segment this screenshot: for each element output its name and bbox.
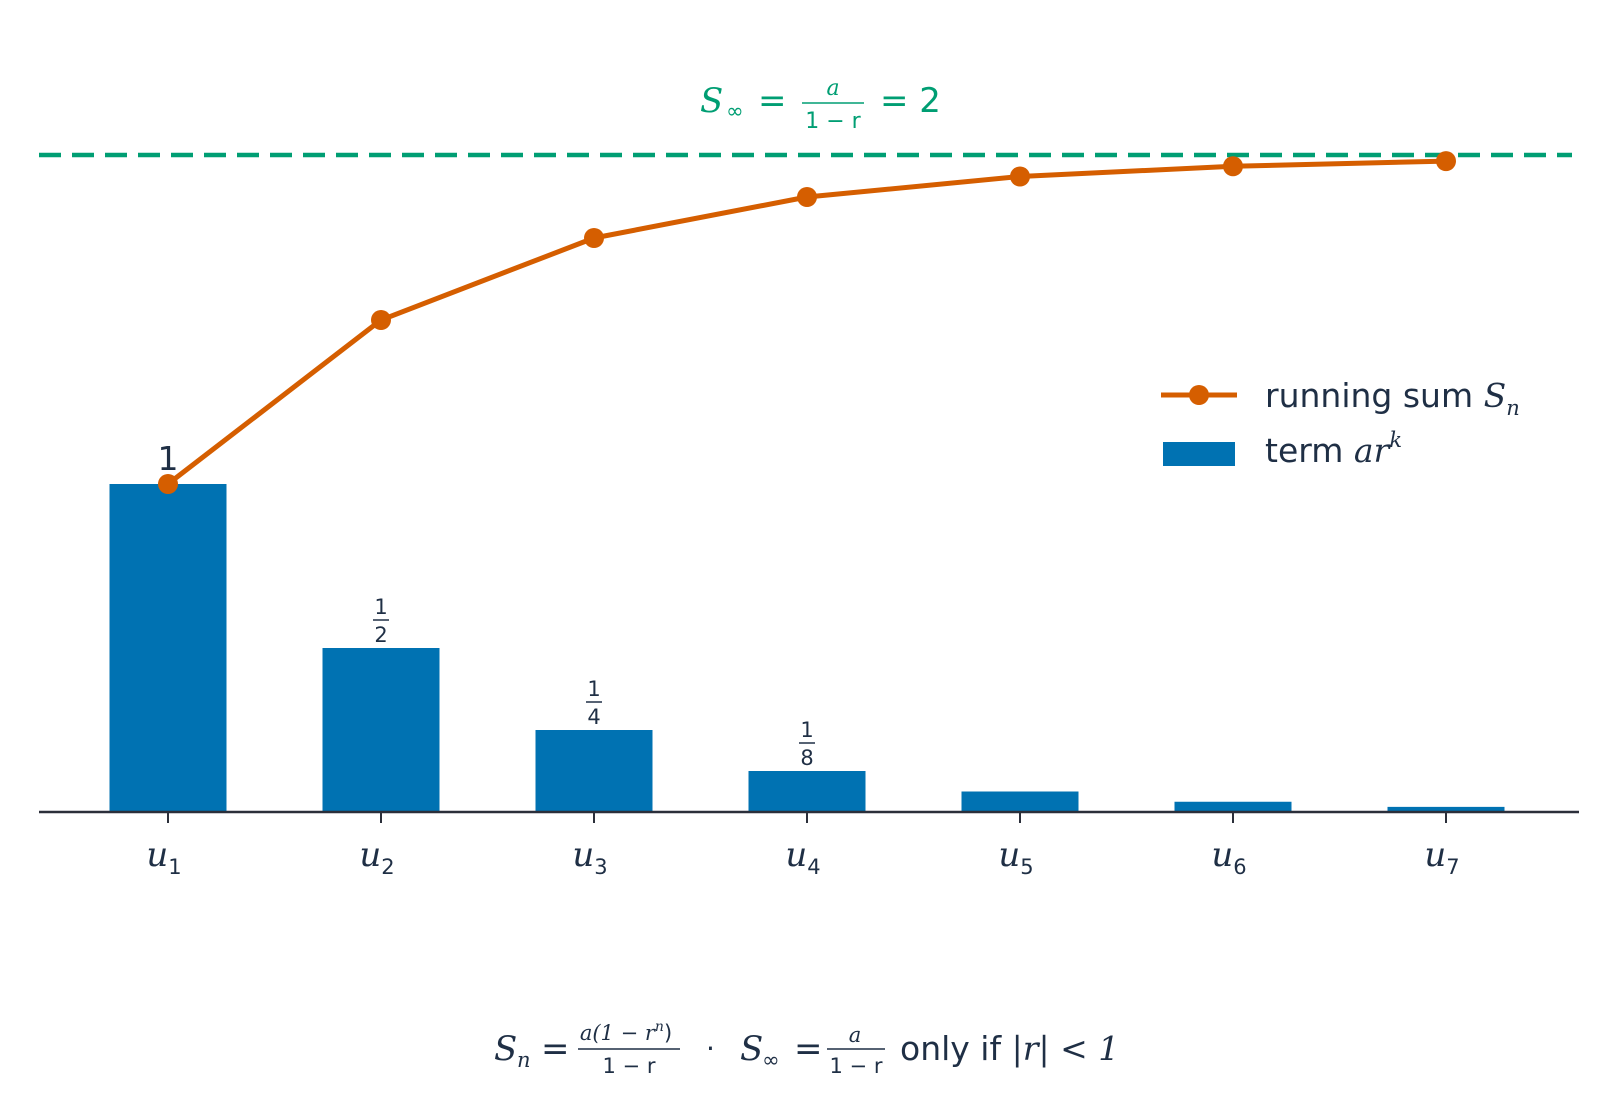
bar-label-den-u3: 4 xyxy=(587,705,600,729)
footer-formula: S n = a(1 − rn) 1 − r · S ∞ = a 1 − r on… xyxy=(494,1019,1119,1078)
bar-label-num-u2: 1 xyxy=(374,595,387,619)
legend-item-running-sum: running sum Sn xyxy=(1265,376,1520,420)
bar-label-u1: 1 xyxy=(158,439,179,478)
x-tick-label-u5: u5 xyxy=(998,835,1033,879)
running-sum-point-s1 xyxy=(158,474,178,494)
bar-u1 xyxy=(109,484,227,812)
footer-sinf-eq: = xyxy=(794,1029,823,1069)
bar-u5 xyxy=(961,791,1079,812)
legend-item-term: term ark xyxy=(1265,428,1402,470)
bar-label-den-u2: 2 xyxy=(374,623,387,647)
running-sum-point-s3 xyxy=(584,228,604,248)
legend-bar-swatch xyxy=(1163,442,1235,466)
footer-sinf-lhs: S xyxy=(740,1029,763,1069)
limit-label-lhs: S xyxy=(700,81,723,121)
running-sum-series xyxy=(158,151,1456,494)
limit-label-num: a xyxy=(826,76,839,101)
running-sum-line xyxy=(166,158,1447,486)
footer-sinf-den: 1 − r xyxy=(830,1054,883,1078)
bar-value-labels: 1 1 2 1 4 1 8 xyxy=(158,439,815,770)
footer-sn-eq: = xyxy=(541,1029,570,1069)
footer-sn-sub: n xyxy=(517,1048,531,1072)
footer-sn-den: 1 − r xyxy=(603,1054,656,1078)
x-tick-label-u7: u7 xyxy=(1424,835,1459,879)
limit-label-rhs: = 2 xyxy=(880,81,941,121)
footer-sinf-num: a xyxy=(849,1023,862,1047)
legend: running sum Sn term ark xyxy=(1161,376,1520,470)
x-tick-label-u2: u2 xyxy=(359,835,394,879)
footer-sn-num: a(1 − rn) xyxy=(580,1019,672,1045)
bar-label-den-u4: 8 xyxy=(800,746,813,770)
running-sum-point-s4 xyxy=(797,187,817,207)
bar-u4 xyxy=(748,771,866,812)
limit-label-eq: = xyxy=(758,81,787,121)
running-sum-point-s5 xyxy=(1010,166,1030,187)
footer-sn-lhs: S xyxy=(494,1029,517,1069)
bar-u3 xyxy=(535,730,653,812)
x-tick-label-u6: u6 xyxy=(1211,835,1246,879)
x-axis-ticks: u1 u2 u3 u4 u5 u6 u7 xyxy=(146,812,1460,879)
footer-dot: · xyxy=(706,1032,715,1065)
footer-tail: only if |r| < 1 xyxy=(900,1029,1119,1068)
legend-line-marker xyxy=(1189,385,1209,405)
running-sum-point-s6 xyxy=(1223,156,1243,177)
limit-label-den: 1 − r xyxy=(805,109,861,134)
bar-label-num-u4: 1 xyxy=(800,718,813,742)
bar-u7 xyxy=(1387,806,1505,812)
footer-sinf-sub: ∞ xyxy=(762,1048,780,1072)
x-tick-label-u3: u3 xyxy=(572,835,607,879)
bar-u2 xyxy=(322,648,440,812)
x-tick-label-u1: u1 xyxy=(146,835,181,879)
running-sum-point-s7 xyxy=(1436,151,1456,172)
x-tick-label-u4: u4 xyxy=(785,835,820,879)
limit-label: S ∞ = a 1 − r = 2 xyxy=(700,76,941,134)
bar-label-num-u3: 1 xyxy=(587,677,600,701)
bar-series xyxy=(109,484,1505,812)
limit-label-lhs-sub: ∞ xyxy=(726,99,744,123)
running-sum-point-s2 xyxy=(371,310,391,330)
bar-u6 xyxy=(1174,801,1292,812)
